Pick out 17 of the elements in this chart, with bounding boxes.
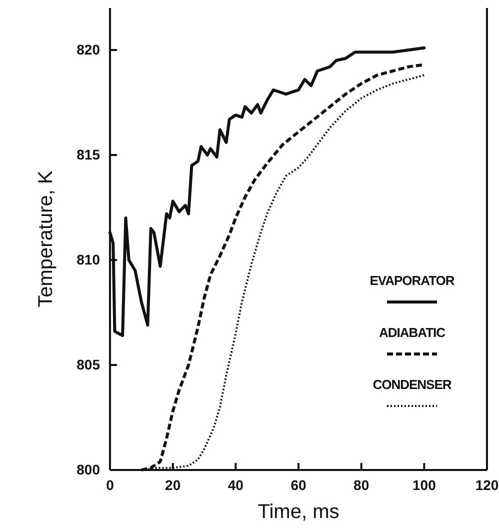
x-tick-label: 120 — [475, 476, 499, 493]
text: CONDENSER — [372, 377, 452, 392]
text: EVAPORATOR — [370, 273, 456, 288]
y-tick-label: 815 — [76, 146, 100, 162]
x-tick-label: 0 — [106, 476, 114, 493]
x-tick-label: 60 — [290, 476, 306, 493]
y-tick-label: 805 — [76, 356, 100, 372]
x-tick-label: 100 — [412, 476, 436, 493]
y-tick-label: 800 — [76, 461, 100, 478]
x-axis-title: Time, ms — [258, 501, 340, 523]
x-tick-label: 20 — [165, 476, 181, 493]
text: ADIABATIC — [378, 325, 446, 340]
y-tick-label: 810 — [76, 251, 100, 268]
x-tick-label: 80 — [354, 476, 370, 493]
y-tick-label: 820 — [76, 41, 100, 58]
x-tick-label: 40 — [228, 476, 244, 493]
y-axis-title: Temperature, K — [35, 170, 57, 308]
